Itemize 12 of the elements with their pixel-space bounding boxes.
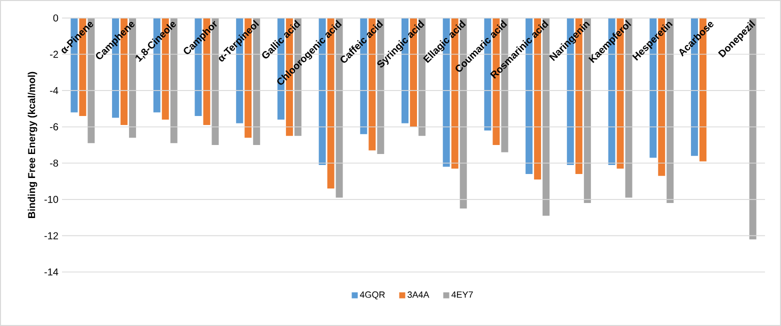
y-tick-label: -14 (44, 268, 58, 276)
y-tick-label: -4 (50, 87, 58, 94)
y-tick-label: -12 (44, 232, 58, 240)
y-tick-label: -2 (50, 50, 58, 58)
y-axis-title: Binding Free Energy (kcal/mol) (28, 72, 38, 218)
y-tick-label: -8 (50, 160, 58, 167)
legend-label: 3A4A (408, 291, 430, 298)
legend-label: 4GQR (360, 291, 385, 300)
legend-label: 4EY7 (451, 291, 473, 298)
y-tick-label: 0 (53, 14, 58, 22)
y-tick-label: -6 (50, 123, 58, 130)
y-tick-label: -10 (44, 196, 58, 203)
